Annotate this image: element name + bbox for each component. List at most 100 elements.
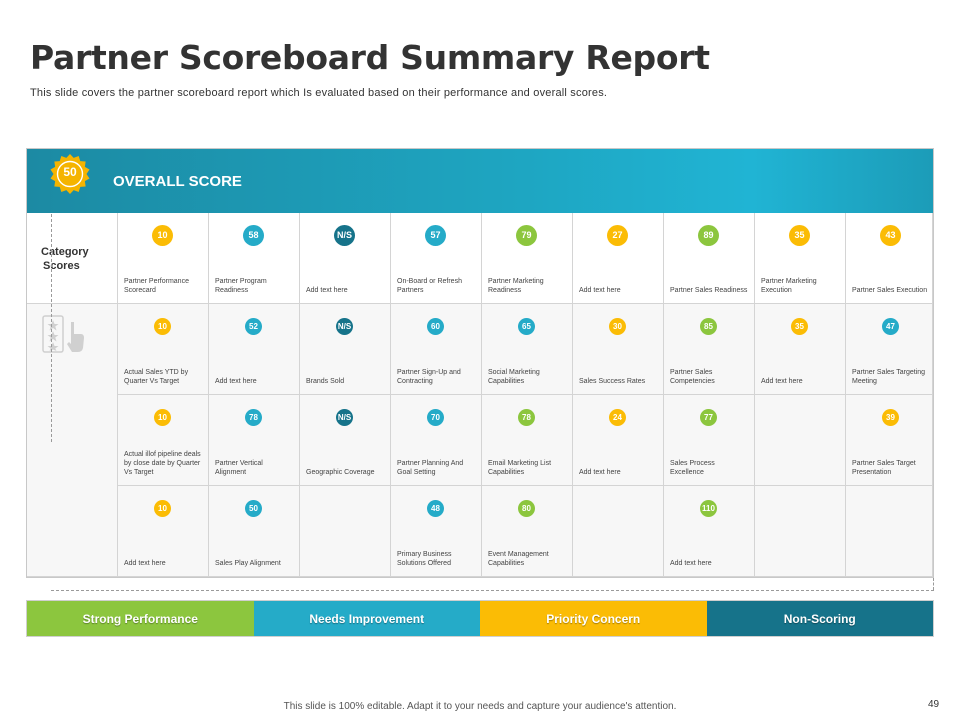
category-label-line1: Category (41, 246, 89, 258)
star-rating-hand-icon (42, 315, 84, 353)
score-description: Partner Vertical Alignment (215, 460, 263, 476)
score-description: Add text here (579, 469, 621, 476)
score-circle: 65 (518, 318, 535, 335)
overall-score-banner: 50 OVERALL SCORE (27, 149, 933, 213)
score-description: Partner Sales Target Presentation (852, 460, 916, 476)
score-cell: 110 Add text here (664, 486, 755, 577)
score-circle: 35 (791, 318, 808, 335)
score-circle: 70 (427, 409, 444, 426)
score-description: Partner Sales Targeting Meeting (852, 369, 926, 385)
score-cell: 50 Sales Play Alignment (209, 486, 300, 577)
score-cell: 10 Actual illof pipeline deals by close d… (118, 395, 209, 486)
score-cell: 30 Sales Success Rates (573, 304, 664, 395)
score-cell: 24 Add text here (573, 395, 664, 486)
score-description: Partner Planning And Goal Setting (397, 460, 464, 476)
rating-icon-cell (27, 304, 118, 577)
page-subtitle: This slide covers the partner scoreboard… (30, 87, 608, 99)
category-label-cell: Category Scores (27, 213, 118, 304)
score-circle: 57 (425, 225, 446, 246)
legend-item: Strong Performance (27, 601, 254, 636)
score-cell: 65 Social Marketing Capabilities (482, 304, 573, 395)
empty-score-cell (846, 486, 933, 577)
empty-score-cell (755, 395, 846, 486)
score-circle: 50 (245, 500, 262, 517)
score-circle: 35 (789, 225, 810, 246)
score-cell: N/S Geographic Coverage (300, 395, 391, 486)
score-circle: 52 (245, 318, 262, 335)
score-circle: 110 (700, 500, 717, 517)
score-circle: N/S (336, 409, 353, 426)
score-description: Partner Sales Readiness (670, 287, 748, 294)
score-cell: 89 Partner Sales Readiness (664, 213, 755, 304)
overall-score-label: OVERALL SCORE (113, 173, 242, 190)
category-scores-label: Category Scores (41, 245, 89, 273)
score-cell: 60 Partner Sign-Up and Contracting (391, 304, 482, 395)
score-cell: 10 Add text here (118, 486, 209, 577)
score-description: Social Marketing Capabilities (488, 369, 540, 385)
score-circle: N/S (334, 225, 355, 246)
score-description: Partner Sales Execution (852, 287, 928, 294)
score-cell: 70 Partner Planning And Goal Setting (391, 395, 482, 486)
score-circle: 27 (607, 225, 628, 246)
score-description: Partner Performance Scorecard (124, 278, 189, 294)
score-circle: 10 (152, 225, 173, 246)
score-cell: 58 Partner Program Readiness (209, 213, 300, 304)
score-cell: 39 Partner Sales Target Presentation (846, 395, 933, 486)
score-description: Partner Marketing Execution (761, 278, 817, 294)
empty-score-cell (300, 486, 391, 577)
score-description: Add text here (761, 378, 803, 385)
score-cell: 10 Actual Sales YTD by Quarter Vs Target (118, 304, 209, 395)
score-circle: 85 (700, 318, 717, 335)
score-circle: 48 (427, 500, 444, 517)
score-circle: 47 (882, 318, 899, 335)
score-cell: N/S Add text here (300, 213, 391, 304)
score-description: Actual Sales YTD by Quarter Vs Target (124, 369, 189, 385)
score-description: Partner Program Readiness (215, 278, 267, 294)
dashed-connector-vertical (51, 214, 52, 442)
score-description: Event Management Capabilities (488, 551, 549, 567)
score-description: Brands Sold (306, 378, 345, 385)
scoreboard: 50 OVERALL SCORE Category Scores 10 Partn… (26, 148, 934, 578)
score-description: Sales Play Alignment (215, 560, 281, 567)
legend-item: Needs Improvement (253, 601, 480, 636)
empty-score-cell (573, 486, 664, 577)
score-description: Add text here (124, 560, 166, 567)
score-description: Partner Sales Competencies (670, 369, 715, 385)
legend-item: Non-Scoring (706, 601, 933, 636)
score-description: Partner Marketing Readiness (488, 278, 544, 294)
score-description: Geographic Coverage (306, 469, 375, 476)
score-circle: 10 (154, 318, 171, 335)
score-cell: N/S Brands Sold (300, 304, 391, 395)
score-circle: 80 (518, 500, 535, 517)
page-number: 49 (928, 699, 940, 710)
legend-bar: Strong Performance Needs Improvement Prior… (26, 600, 934, 637)
score-cell: 10 Partner Performance Scorecard (118, 213, 209, 304)
legend-item: Priority Concern (480, 601, 707, 636)
sun-badge-icon (50, 154, 90, 194)
score-cell: 85 Partner Sales Competencies (664, 304, 755, 395)
score-circle: 10 (154, 500, 171, 517)
score-cell: 48 Primary Business Solutions Offered (391, 486, 482, 577)
footer-note: This slide is 100% editable. Adapt it to… (283, 701, 677, 712)
score-description: Add text here (215, 378, 257, 385)
score-circle: 77 (700, 409, 717, 426)
score-circle: 30 (609, 318, 626, 335)
page-title: Partner Scoreboard Summary Report (30, 38, 710, 77)
dashed-connector-horizontal (51, 590, 934, 591)
score-circle: 58 (243, 225, 264, 246)
score-circle: 79 (516, 225, 537, 246)
score-cell: 79 Partner Marketing Readiness (482, 213, 573, 304)
score-cell: 78 Partner Vertical Alignment (209, 395, 300, 486)
score-circle: 89 (698, 225, 719, 246)
score-description: Add text here (579, 287, 621, 294)
score-circle: 78 (518, 409, 535, 426)
score-cell: 52 Add text here (209, 304, 300, 395)
overall-score-badge: 50 (49, 153, 91, 195)
score-circle: 24 (609, 409, 626, 426)
score-description: Partner Sign-Up and Contracting (397, 369, 461, 385)
score-circle: 10 (154, 409, 171, 426)
score-description: Add text here (306, 287, 348, 294)
score-cell: 47 Partner Sales Targeting Meeting (846, 304, 933, 395)
score-circle: 60 (427, 318, 444, 335)
score-cell: 35 Partner Marketing Execution (755, 213, 846, 304)
